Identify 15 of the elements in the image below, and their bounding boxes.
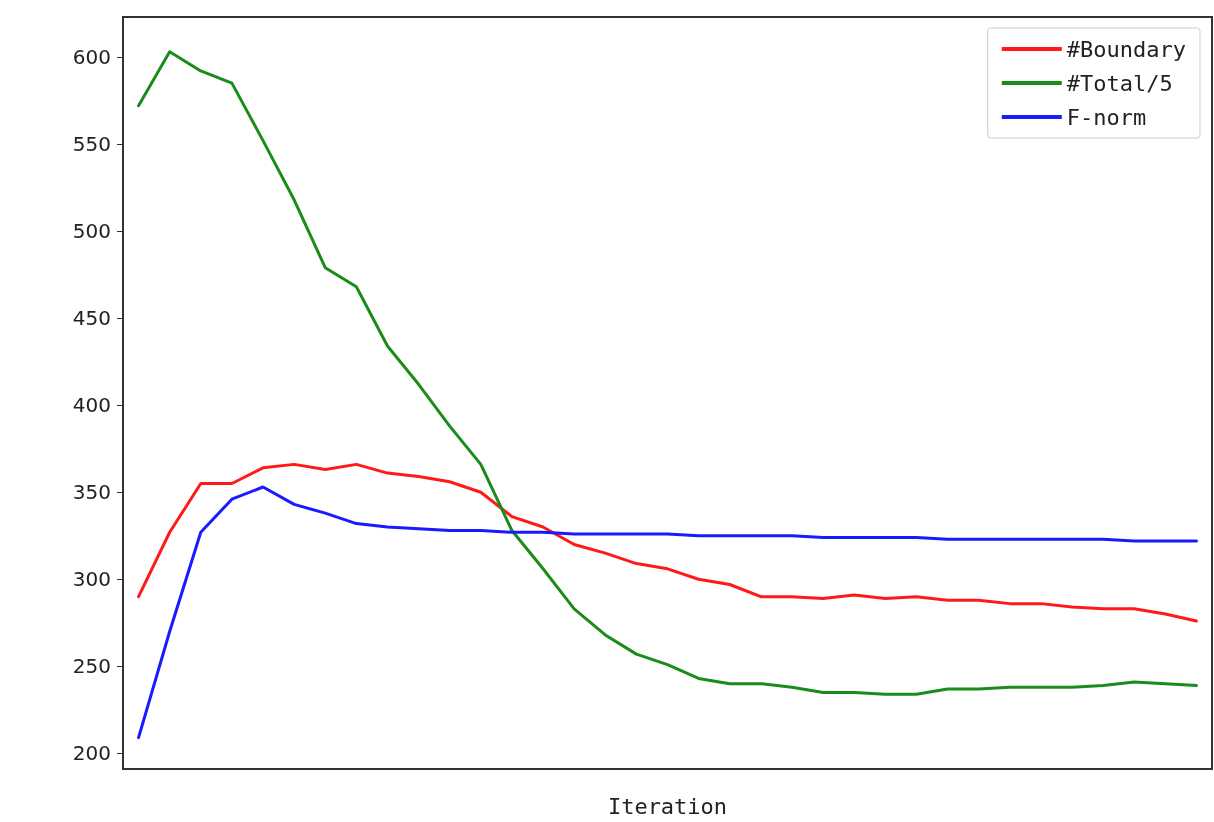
y-tick-label: 350	[72, 480, 111, 505]
y-tick-label: 500	[72, 219, 111, 244]
y-tick-label: 250	[72, 654, 111, 679]
y-tick-label: 600	[72, 45, 111, 70]
y-tick-label: 550	[72, 132, 111, 157]
legend-label: F-norm	[1066, 104, 1147, 130]
line-series	[137, 485, 1198, 740]
legend-label: #Total/5	[1066, 70, 1173, 96]
y-tick-label: 400	[72, 393, 111, 418]
y-tick-label: 300	[72, 567, 111, 592]
legend-label: #Boundary	[1066, 36, 1187, 62]
x-axis-title: Iteration	[607, 793, 728, 819]
line-series	[137, 462, 1198, 623]
y-tick-label: 450	[72, 306, 111, 331]
y-tick-label: 200	[72, 741, 111, 766]
